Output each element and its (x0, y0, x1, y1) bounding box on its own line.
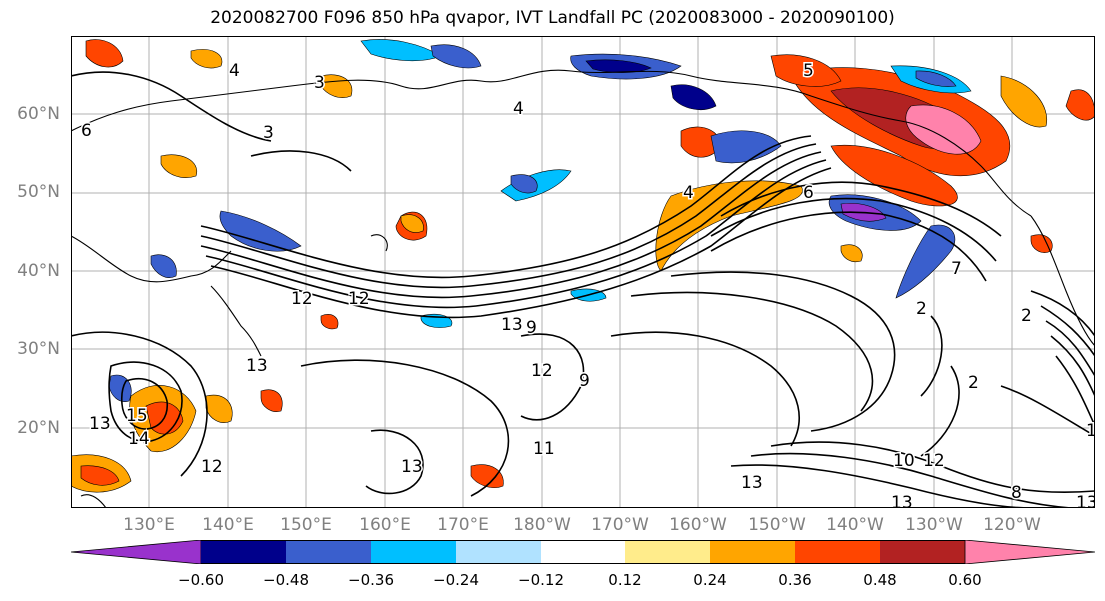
ivt-contours (71, 71, 1095, 508)
colorbar-segment (456, 540, 541, 564)
contour-label: 13 (246, 356, 268, 376)
colorbar-extend-high (964, 540, 1095, 564)
lon-label-160e: 160°E (359, 515, 411, 535)
colorbar-tick-label: −0.48 (263, 571, 309, 589)
colorbar (71, 540, 1095, 564)
lat-label-60n: 60°N (17, 104, 60, 124)
colorbar-segment (286, 540, 371, 564)
lon-label-140e: 140°E (202, 515, 254, 535)
lat-label-50n: 50°N (17, 182, 60, 202)
contour-label: 1 (1086, 421, 1095, 441)
contour-label: 13 (401, 457, 423, 477)
contour-label: 9 (579, 371, 590, 391)
lat-label-30n: 30°N (17, 339, 60, 359)
contour-label: 14 (128, 429, 150, 449)
contour-label: 3 (263, 123, 274, 143)
contour-label: 6 (803, 183, 814, 203)
contour-label: 13 (89, 414, 111, 434)
colorbar-tick-label: −0.24 (433, 571, 479, 589)
contour-label: 9 (526, 318, 537, 338)
lon-label-120w: 120°W (983, 515, 1041, 535)
contour-label: 4 (513, 99, 524, 119)
contour-label: 7 (951, 259, 962, 279)
lon-label-180w: 180°W (513, 515, 571, 535)
colorbar-tick-label: 0.12 (608, 571, 642, 589)
contour-label: 5 (803, 61, 814, 81)
qvapor-filled-contours (71, 39, 1095, 493)
colorbar-segment (795, 540, 880, 564)
lon-label-140w: 140°W (826, 515, 884, 535)
colorbar-tick-label: 0.36 (778, 571, 812, 589)
contour-label: 4 (229, 61, 240, 81)
lon-label-130w: 130°W (905, 515, 963, 535)
colorbar-tick-label: 0.24 (693, 571, 727, 589)
colorbar-segment (201, 540, 286, 564)
colorbar-segment (710, 540, 795, 564)
lon-label-170w: 170°W (591, 515, 649, 535)
contour-label: 15 (126, 406, 148, 426)
contour-label: 12 (201, 457, 223, 477)
contour-label: 2 (968, 373, 979, 393)
contour-label: 13 (891, 493, 913, 508)
contour-label: 12 (291, 289, 313, 309)
contour-label: 2 (1021, 306, 1032, 326)
contour-label: 8 (1011, 483, 1022, 503)
map-title: 2020082700 F096 850 hPa qvapor, IVT Land… (210, 8, 895, 28)
colorbar-tick-label: 0.60 (948, 571, 982, 589)
contour-label: 6 (81, 121, 92, 141)
lon-label-150e: 150°E (280, 515, 332, 535)
colorbar-segment (880, 540, 965, 564)
contour-label: 12 (531, 361, 553, 381)
lon-label-170e: 170°E (437, 515, 489, 535)
lon-label-130e: 130°E (123, 515, 175, 535)
contour-label: 13 (1076, 493, 1095, 508)
colorbar-segment (625, 540, 710, 564)
colorbar-tick-label: −0.36 (348, 571, 394, 589)
contour-label: 4 (683, 183, 694, 203)
colorbar-segment (371, 540, 456, 564)
colorbar-extend-low (71, 540, 202, 564)
colorbar-tick-label: 0.48 (863, 571, 897, 589)
contour-label: 11 (533, 439, 555, 459)
contour-label: 12 (348, 289, 370, 309)
lat-label-40n: 40°N (17, 261, 60, 281)
lon-label-150w: 150°W (748, 515, 806, 535)
contour-label: 13 (501, 315, 523, 335)
contour-label: 10 (893, 451, 915, 471)
contour-label: 13 (741, 473, 763, 493)
contour-label: 2 (916, 299, 927, 319)
colorbar-tick-label: −0.60 (178, 571, 224, 589)
lat-label-20n: 20°N (17, 418, 60, 438)
contour-label: 12 (923, 451, 945, 471)
colorbar-tick-label: −0.12 (518, 571, 564, 589)
colorbar-segment (541, 540, 625, 564)
contour-label: 3 (314, 73, 325, 93)
lon-label-160w: 160°W (669, 515, 727, 535)
